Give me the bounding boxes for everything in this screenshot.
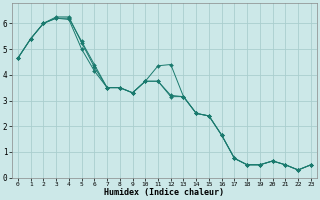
X-axis label: Humidex (Indice chaleur): Humidex (Indice chaleur) <box>104 188 224 197</box>
